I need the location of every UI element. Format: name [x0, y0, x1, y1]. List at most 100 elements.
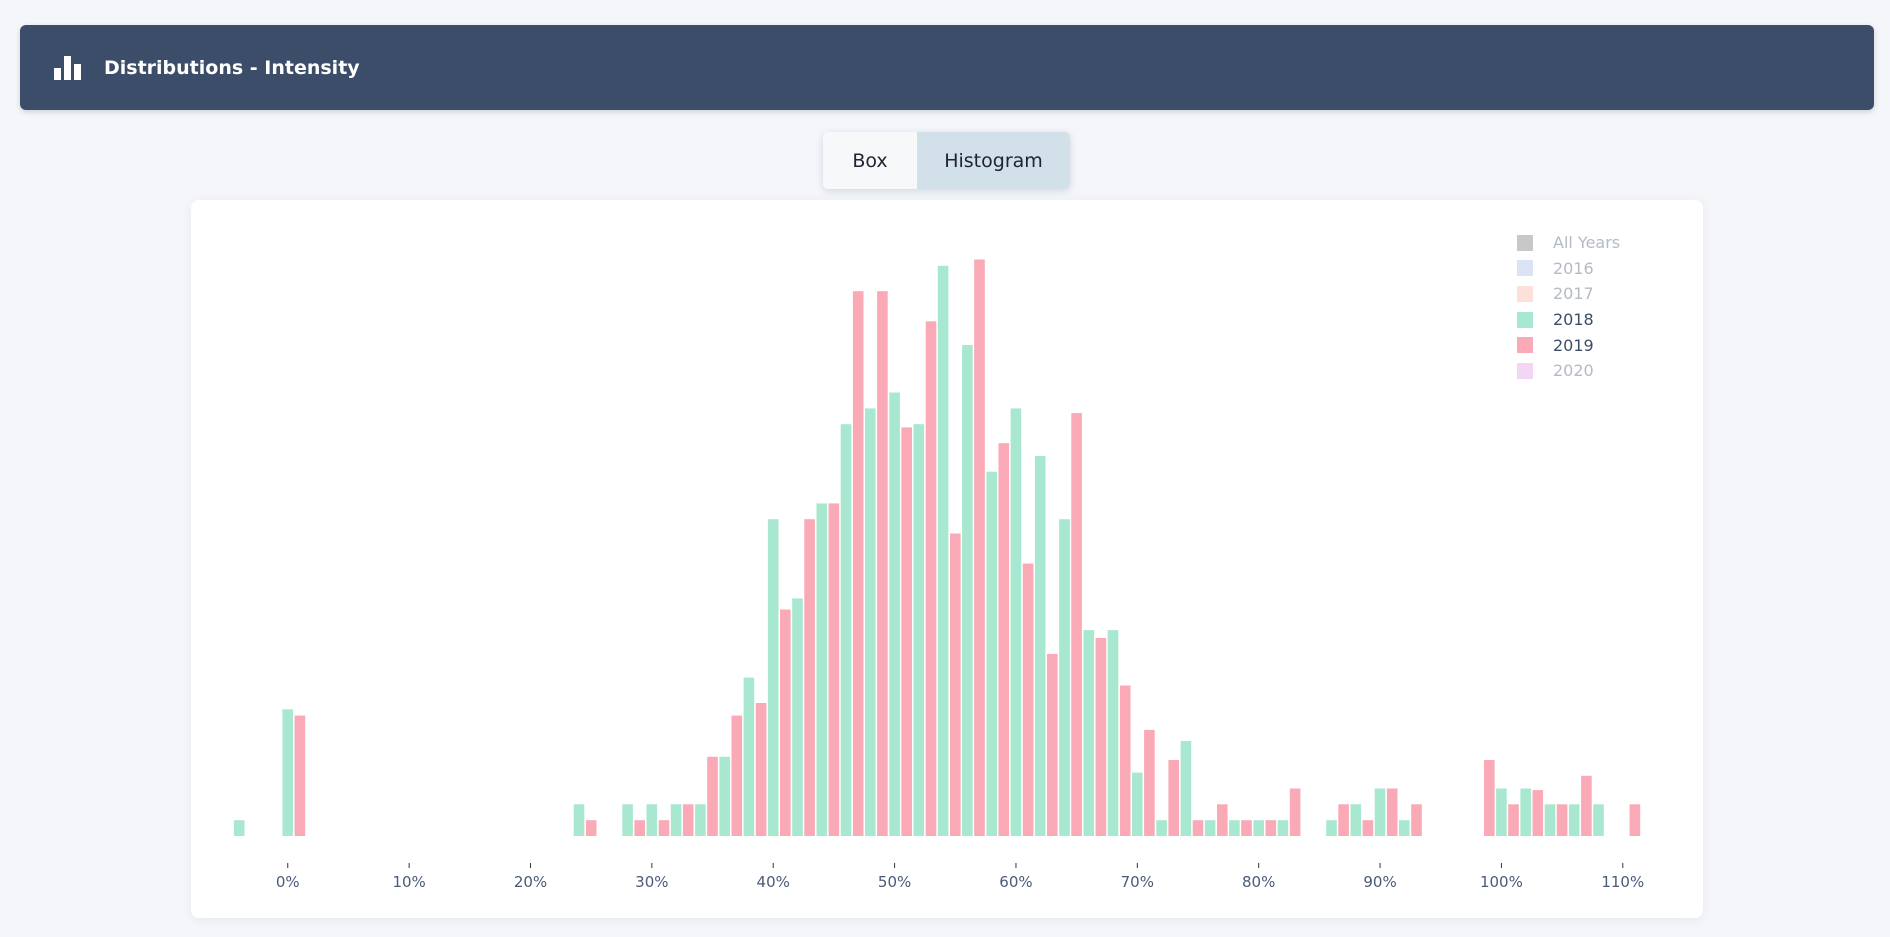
histogram-bar[interactable]: [986, 471, 997, 836]
histogram-bar[interactable]: [925, 321, 937, 836]
legend-label: 2017: [1553, 284, 1594, 304]
histogram-bar[interactable]: [573, 804, 585, 836]
histogram-bar[interactable]: [889, 392, 900, 837]
histogram-bar[interactable]: [1119, 685, 1131, 837]
histogram-bar[interactable]: [1508, 804, 1519, 836]
histogram-bar[interactable]: [1144, 729, 1155, 836]
legend-item-2016[interactable]: 2016: [1517, 256, 1620, 282]
histogram-bar[interactable]: [792, 598, 803, 836]
histogram-bar[interactable]: [1568, 804, 1580, 836]
histogram-bar[interactable]: [1034, 455, 1046, 836]
histogram-bar[interactable]: [1107, 630, 1119, 836]
histogram-bar[interactable]: [1047, 653, 1058, 836]
histogram-bar[interactable]: [282, 709, 293, 836]
histogram-bar[interactable]: [877, 291, 888, 836]
histogram-bar[interactable]: [780, 609, 791, 837]
histogram-bar[interactable]: [1532, 790, 1544, 836]
histogram-bar[interactable]: [1386, 788, 1398, 837]
histogram-toggle-button[interactable]: Histogram: [917, 132, 1070, 189]
histogram-bar[interactable]: [670, 804, 682, 836]
histogram-bar[interactable]: [731, 715, 743, 836]
histogram-bar[interactable]: [937, 265, 949, 836]
chart-legend: All Years 2016 2017 2018 2019 2020: [1517, 230, 1620, 384]
histogram-bar[interactable]: [1496, 788, 1507, 837]
histogram-bar[interactable]: [1217, 804, 1228, 836]
histogram-bar[interactable]: [1556, 804, 1568, 836]
legend-label: 2020: [1553, 361, 1594, 381]
histogram-chart: 0% 10% 20% 30% 40% 50% 60% 70% 80% 90% 100% 110%: [233, 259, 1644, 891]
histogram-bar[interactable]: [852, 291, 864, 836]
histogram-bar[interactable]: [1022, 563, 1034, 836]
histogram-bar[interactable]: [1071, 413, 1082, 836]
histogram-bar[interactable]: [1204, 820, 1216, 836]
histogram-bar[interactable]: [1059, 519, 1070, 836]
histogram-bar[interactable]: [901, 427, 912, 836]
histogram-bar[interactable]: [1277, 820, 1289, 836]
histogram-bar[interactable]: [1095, 638, 1107, 836]
histogram-bar[interactable]: [1253, 820, 1264, 836]
histogram-bar[interactable]: [658, 820, 670, 836]
histogram-bar[interactable]: [865, 408, 876, 836]
histogram-bar[interactable]: [1180, 741, 1192, 836]
histogram-bar[interactable]: [1374, 788, 1386, 837]
histogram-bar[interactable]: [1192, 820, 1204, 836]
histogram-bar[interactable]: [1362, 820, 1374, 836]
histogram-bar[interactable]: [1484, 760, 1495, 836]
histogram-bar[interactable]: [1350, 804, 1362, 836]
histogram-bar[interactable]: [828, 503, 840, 836]
histogram-bar[interactable]: [962, 345, 973, 836]
histogram-bar[interactable]: [755, 703, 767, 836]
histogram-bar[interactable]: [804, 519, 815, 836]
histogram-bar[interactable]: [743, 677, 755, 836]
histogram-bar[interactable]: [1520, 788, 1531, 837]
histogram-bar[interactable]: [695, 804, 706, 836]
histogram-bar[interactable]: [1132, 772, 1143, 836]
legend-item-2018[interactable]: 2018: [1517, 307, 1620, 333]
histogram-bar[interactable]: [585, 820, 597, 836]
histogram-bar[interactable]: [998, 443, 1010, 836]
legend-item-2019[interactable]: 2019: [1517, 332, 1620, 358]
histogram-bar[interactable]: [1289, 788, 1301, 837]
histogram-bar[interactable]: [1411, 804, 1422, 836]
histogram-bar[interactable]: [1581, 775, 1592, 836]
histogram-bar[interactable]: [1544, 804, 1556, 836]
legend-label: All Years: [1553, 233, 1621, 253]
x-tick-label: 20%: [514, 873, 547, 891]
legend-item-2017[interactable]: 2017: [1517, 281, 1620, 307]
legend-item-all-years[interactable]: All Years: [1517, 230, 1620, 256]
histogram-bar[interactable]: [1265, 820, 1277, 836]
x-tick-label: 70%: [1121, 873, 1154, 891]
histogram-bar[interactable]: [1083, 630, 1095, 836]
histogram-bar[interactable]: [1156, 820, 1167, 836]
chart-panel: 0% 10% 20% 30% 40% 50% 60% 70% 80% 90% 100% 110% Al…: [191, 200, 1703, 918]
histogram-bar[interactable]: [913, 424, 925, 836]
histogram-bar[interactable]: [950, 533, 961, 837]
histogram-bar[interactable]: [634, 820, 645, 836]
histogram-bar[interactable]: [682, 804, 694, 836]
histogram-bar[interactable]: [233, 820, 245, 836]
legend-item-2020[interactable]: 2020: [1517, 358, 1620, 384]
box-toggle-button[interactable]: Box: [823, 132, 917, 189]
histogram-bar[interactable]: [1338, 804, 1349, 836]
histogram-bar[interactable]: [1229, 820, 1240, 836]
histogram-bar[interactable]: [767, 519, 779, 836]
histogram-bar[interactable]: [1629, 804, 1641, 836]
histogram-bar[interactable]: [1326, 820, 1337, 836]
histogram-bar[interactable]: [1168, 760, 1179, 836]
histogram-bar[interactable]: [816, 503, 828, 836]
histogram-bar[interactable]: [707, 756, 718, 836]
histogram-bar[interactable]: [974, 259, 985, 837]
page-header: Distributions - Intensity: [20, 25, 1874, 110]
histogram-bar[interactable]: [1241, 820, 1252, 836]
histogram-bar[interactable]: [646, 804, 658, 836]
bar-chart-icon: [54, 54, 82, 82]
histogram-bar[interactable]: [719, 756, 730, 836]
x-tick-label: 90%: [1363, 873, 1396, 891]
legend-swatch: [1517, 234, 1533, 251]
histogram-bar[interactable]: [1399, 820, 1410, 836]
histogram-bar[interactable]: [840, 424, 852, 836]
histogram-bar[interactable]: [622, 804, 633, 836]
histogram-bar[interactable]: [294, 715, 306, 836]
histogram-bar[interactable]: [1593, 804, 1604, 836]
histogram-bar[interactable]: [1010, 408, 1022, 836]
